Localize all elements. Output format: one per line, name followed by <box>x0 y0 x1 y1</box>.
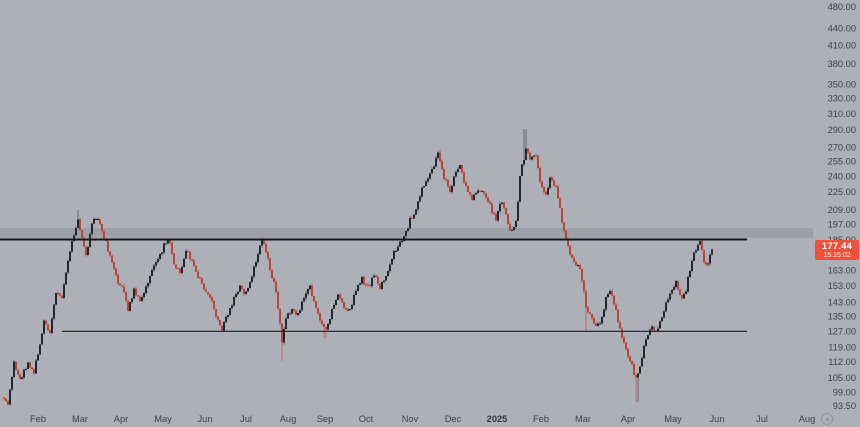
price-tick-label: 127.00 <box>828 327 856 337</box>
price-tick-label: 153.00 <box>828 281 856 291</box>
price-tick-label: 240.00 <box>828 171 856 181</box>
price-tick-label: 99.00 <box>833 387 856 397</box>
price-tick-label: 410.00 <box>828 41 856 51</box>
time-tick-label: May <box>664 414 682 424</box>
time-tick-label: Oct <box>359 414 374 424</box>
last-price-badge: 177.44 15:15:02 <box>815 239 859 260</box>
price-tick-label: 480.00 <box>828 2 856 12</box>
time-tick-label: Aug <box>280 414 297 424</box>
time-tick-label: Mar <box>72 414 88 424</box>
price-tick-label: 225.00 <box>828 187 856 197</box>
time-tick-label: May <box>154 414 172 424</box>
price-tick-label: 330.00 <box>828 94 856 104</box>
time-axis[interactable]: Feb Mar Apr May Jun Jul Aug Sep Oct Nov Dec 2025 Feb… <box>30 414 815 424</box>
price-tick-label: 112.00 <box>828 357 856 367</box>
price-tick-label: 255.00 <box>828 156 856 166</box>
time-tick-label: Feb <box>30 414 46 424</box>
time-tick-label: Dec <box>445 414 462 424</box>
price-axis[interactable]: 480.00 440.00 410.00 380.00 350.00 330.00 310.… <box>828 2 856 411</box>
time-tick-label: Aug <box>799 414 816 424</box>
price-tick-label: 209.00 <box>828 205 856 215</box>
last-price-value: 177.44 <box>821 240 853 252</box>
time-tick-label: Jun <box>198 414 213 424</box>
price-tick-label: 350.00 <box>828 79 856 89</box>
price-tick-label: 93.50 <box>833 401 856 411</box>
time-tick-label: 2025 <box>487 414 508 424</box>
price-tick-label: 163.00 <box>828 266 856 276</box>
price-tick-label: 143.00 <box>828 298 856 308</box>
time-tick-label: Feb <box>533 414 549 424</box>
price-tick-label: 270.00 <box>828 143 856 153</box>
price-tick-label: 440.00 <box>828 23 856 33</box>
price-tick-label: 197.00 <box>828 219 856 229</box>
time-tick-label: Sep <box>317 414 334 424</box>
time-tick-label: Apr <box>114 414 128 424</box>
price-tick-label: 380.00 <box>828 59 856 69</box>
time-tick-label: Mar <box>575 414 591 424</box>
axis-settings-icon[interactable] <box>821 413 833 425</box>
candles-layer <box>3 129 713 406</box>
price-tick-label: 290.00 <box>828 125 856 135</box>
time-tick-label: Apr <box>621 414 635 424</box>
price-tick-label: 119.00 <box>828 342 856 352</box>
time-tick-label: Jun <box>710 414 725 424</box>
price-tick-label: 310.00 <box>828 109 856 119</box>
bar-close-countdown: 15:15:02 <box>823 252 851 260</box>
level-lines-layer[interactable] <box>0 238 747 332</box>
time-tick-label: Jul <box>240 414 252 424</box>
price-tick-label: 105.00 <box>828 373 856 383</box>
time-tick-label: Jul <box>756 414 768 424</box>
price-tick-label: 135.00 <box>828 312 856 322</box>
time-tick-label: Nov <box>402 414 419 424</box>
